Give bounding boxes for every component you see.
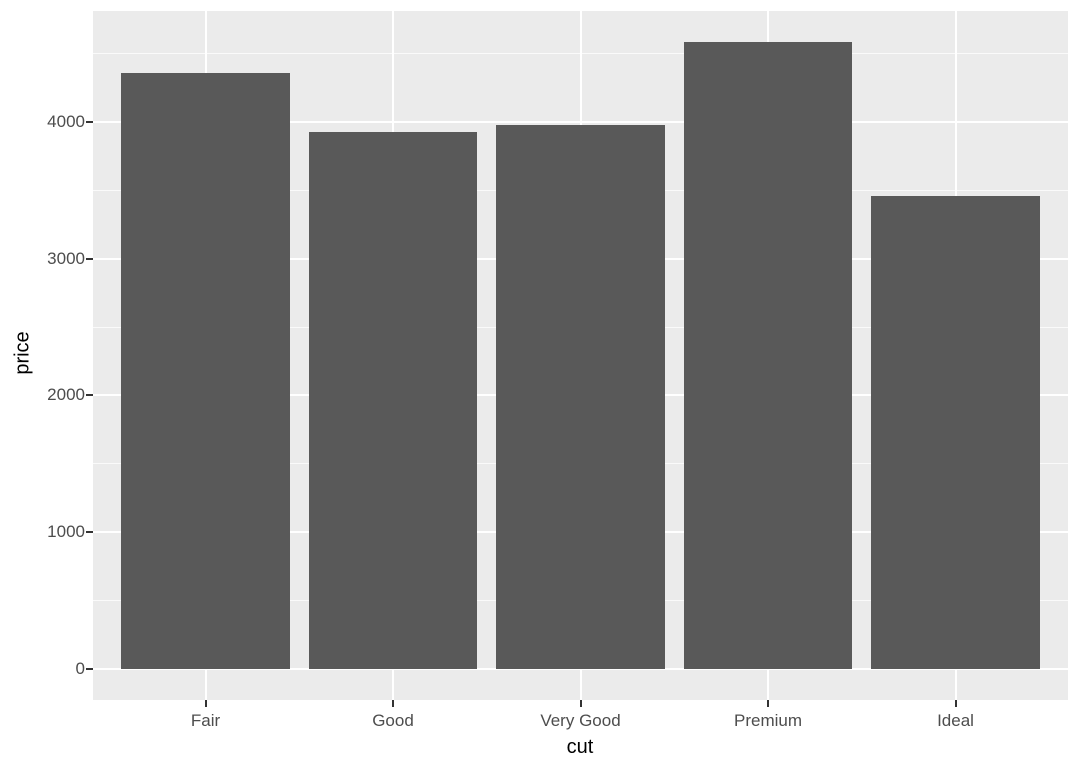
y-tick-label: 3000 <box>47 248 85 268</box>
x-tick-label-premium: Premium <box>733 711 802 730</box>
x-tick-mark <box>767 700 769 707</box>
x-tick-label-ideal: Ideal <box>937 711 974 730</box>
y-tick-mark <box>86 394 93 397</box>
x-tick-mark <box>954 700 957 707</box>
x-tick-mark <box>204 700 207 707</box>
y-tick-mark <box>86 121 93 124</box>
x-tick-mark <box>392 700 394 707</box>
y-tick-label: 4000 <box>47 112 85 132</box>
x-tick-label-very-good: Very Good <box>540 711 621 730</box>
bar-very-good <box>496 124 665 669</box>
y-tick-mark <box>86 667 93 670</box>
bar-premium <box>683 42 853 669</box>
bar-good <box>308 131 478 669</box>
bar-fair <box>121 73 290 669</box>
x-tick-label-good: Good <box>372 711 414 730</box>
plot-panel <box>93 11 1068 700</box>
y-tick-label: 2000 <box>47 385 85 405</box>
bar-ideal <box>871 196 1040 669</box>
x-tick-label-fair: Fair <box>190 711 221 730</box>
y-tick-label: 1000 <box>47 522 85 542</box>
x-tick-mark <box>579 700 582 707</box>
y-tick-mark <box>86 257 93 260</box>
x-axis-title: cut <box>566 736 594 758</box>
y-tick-mark <box>86 531 93 534</box>
y-axis-title: price <box>11 331 34 375</box>
y-tick-label: 0 <box>75 658 85 678</box>
